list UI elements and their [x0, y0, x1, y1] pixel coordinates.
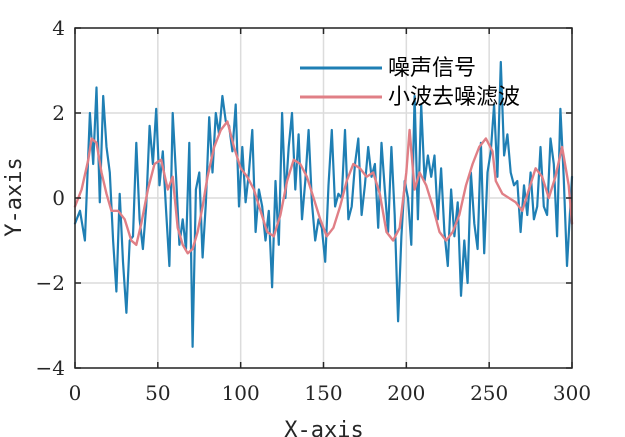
y-tick-label: 0 — [52, 186, 65, 210]
y-tick-label: −2 — [36, 271, 65, 295]
x-tick-label: 150 — [304, 381, 342, 405]
x-tick-label: 250 — [470, 381, 508, 405]
y-tick-label: −4 — [36, 356, 65, 380]
y-axis-title: Y-axis — [2, 157, 27, 236]
x-tick-label: 300 — [553, 381, 591, 405]
y-tick-label: 2 — [52, 101, 65, 125]
grid-lines — [74, 27, 573, 369]
legend: 噪声信号 小波去噪滤波 — [300, 56, 520, 110]
x-tick-label: 0 — [69, 381, 82, 405]
series-line-wavelet-denoised — [73, 120, 574, 255]
x-tick-label: 50 — [145, 381, 170, 405]
legend-label-noisy: 噪声信号 — [388, 56, 476, 81]
legend-label-denoised: 小波去噪滤波 — [388, 85, 520, 110]
series-layer — [73, 60, 574, 348]
x-tick-label: 200 — [387, 381, 425, 405]
axis-ticks: 0 50 100 150 200 250 300 4 2 0 −2 −4 — [36, 16, 592, 405]
x-tick-label: 100 — [222, 381, 260, 405]
y-tick-label: 4 — [52, 16, 65, 40]
x-axis-title: X-axis — [284, 418, 363, 437]
